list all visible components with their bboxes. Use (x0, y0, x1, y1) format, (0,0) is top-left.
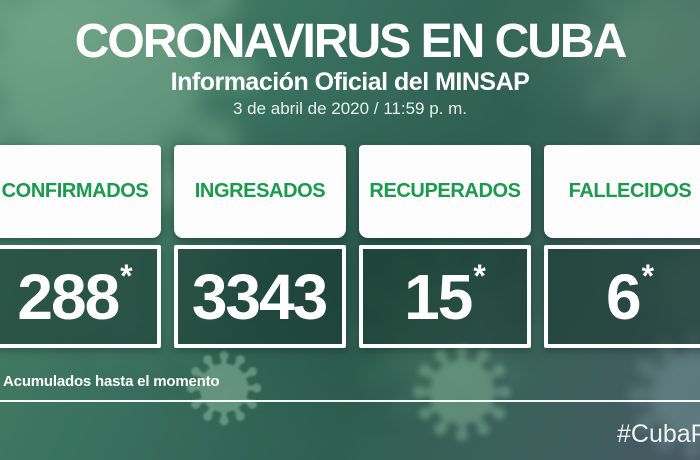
stat-asterisk: * (641, 258, 655, 294)
stat-label-box: RECUPERADOS (359, 145, 531, 238)
stat-label: RECUPERADOS (369, 180, 521, 202)
stat-label-box: FALLECIDOS (544, 145, 700, 238)
stat-label: INGRESADOS (194, 180, 326, 202)
virus-icon (413, 343, 511, 441)
stat-label: FALLECIDOS (568, 180, 692, 202)
stat-asterisk: * (120, 258, 133, 294)
stat-label: CONFIRMADOS (1, 180, 149, 202)
report-date: 3 de abril de 2020 / 11:59 p. m. (232, 99, 468, 118)
stat-value-box: 3343 (174, 245, 346, 348)
footnote: * Acumulados hasta el momento (0, 373, 220, 390)
stat-card-recuperados: RECUPERADOS 15 * (359, 145, 531, 348)
stat-label-box: INGRESADOS (174, 145, 346, 238)
page-title: CORONAVIRUS EN CUBA (74, 15, 627, 68)
stat-value: 6 (605, 260, 642, 333)
stat-value: 15 (404, 260, 473, 333)
stat-value-box: 288 * (0, 245, 161, 348)
stat-asterisk: * (473, 258, 486, 294)
stat-card-ingresados: INGRESADOS 3343 (174, 145, 346, 348)
stat-card-fallecidos: FALLECIDOS 6 * (544, 145, 700, 348)
stats-row: CONFIRMADOS 288 * INGRESADOS 3343 RECUPE… (0, 145, 700, 348)
stat-value-box: 6 * (544, 245, 700, 348)
divider-line (0, 400, 700, 402)
hashtag: #CubaP (617, 420, 700, 448)
stat-value: 288 (17, 260, 120, 333)
page-subtitle: Información Oficial del MINSAP (170, 68, 530, 96)
stat-card-confirmados: CONFIRMADOS 288 * (0, 145, 161, 348)
stat-label-box: CONFIRMADOS (0, 145, 161, 238)
stat-value: 3343 (191, 260, 328, 333)
stat-value-box: 15 * (359, 245, 531, 348)
